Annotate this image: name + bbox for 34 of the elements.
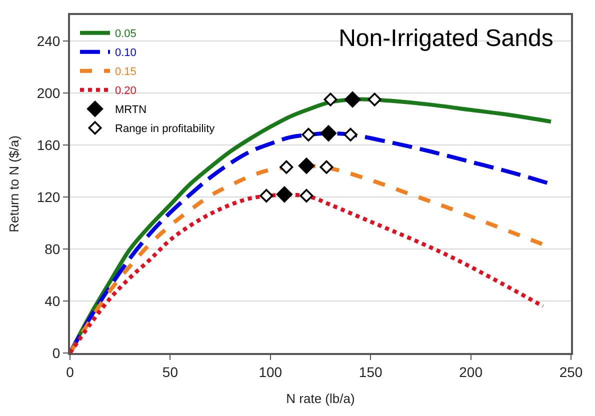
y-tick-label: 160 [36,136,60,153]
legend-label: 0.10 [115,47,136,60]
point [344,91,361,108]
point [298,158,315,174]
y-tick-label: 240 [36,32,60,49]
legend-label: 0.15 [115,66,136,78]
x-tick-label: 150 [358,364,382,380]
x-tick-label: 250 [559,364,583,380]
y-tick-label: 200 [36,84,60,101]
point [260,188,274,202]
y-tick-label: 40 [44,292,60,309]
y-tick-label: 0 [52,344,60,361]
x-tick-label: 100 [258,364,282,380]
point [302,128,316,142]
x-tick-label: 50 [162,364,178,380]
point [320,160,334,174]
point [344,128,358,142]
point [320,125,337,142]
point [276,186,292,202]
legend-label: 0.20 [115,85,136,98]
y-tick-label: 120 [36,188,60,205]
point [280,160,294,174]
x-axis-title: N rate (lb/a) [286,390,355,406]
point [368,92,382,106]
x-tick-label: 200 [459,364,483,380]
legend-label: MRTN [115,104,147,116]
point [300,188,314,202]
y-tick-label: 80 [44,240,60,257]
legend-label: Range in profitability [115,123,216,136]
chart-title: Non-Irrigated Sands [338,24,554,52]
point [324,92,338,106]
y-axis-title: Return to N ($/a) [6,136,22,232]
legend-label: 0.05 [115,28,136,40]
x-tick-label: 0 [66,364,74,380]
